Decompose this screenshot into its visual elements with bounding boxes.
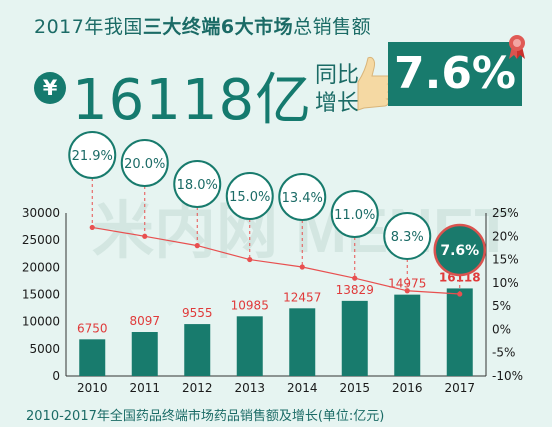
growth-bubble-highlight: [433, 223, 486, 277]
growth-bubble: [68, 131, 117, 179]
y-left-tick-label: 15000: [22, 288, 60, 302]
bar-2010: [79, 339, 106, 376]
growth-point-2011: [142, 233, 148, 239]
x-tick-label: 2015: [339, 381, 370, 395]
growth-point-2015: [352, 275, 358, 281]
growth-line: [92, 226, 460, 295]
y-left-tick-label: 5000: [29, 342, 60, 356]
growth-point-2013: [247, 256, 253, 263]
growth-bubble-label: 8.3%: [391, 230, 424, 245]
growth-bubble-label: 11.0%: [334, 208, 375, 223]
growth-bubble-label: 18.0%: [177, 178, 218, 193]
growth-box: 7.6%: [388, 42, 522, 106]
bar-value-label: 9555: [182, 306, 213, 320]
y-right-tick-label: 5%: [492, 299, 511, 313]
bar-value-label: 10985: [231, 298, 269, 312]
y-left-tick-label: 30000: [22, 206, 60, 220]
growth-bubble: [225, 172, 274, 220]
bar-2016: [394, 294, 421, 376]
bar-2012: [184, 324, 211, 376]
y-right-tick-label: -5%: [492, 346, 515, 360]
yoy-label: 同比 增长: [315, 62, 365, 118]
x-tick-label: 2017: [444, 381, 475, 395]
y-left-axis-ticks: 0 5000 10000 15000 20000 25000 30000: [22, 206, 60, 383]
growth-point-2010: [89, 224, 95, 231]
y-left-tick-label: 20000: [22, 260, 60, 274]
bar-value-label: 12457: [283, 290, 321, 304]
headline-bold: 三大终端6大市场: [142, 16, 294, 38]
bar-2015: [341, 300, 368, 376]
growth-bubbles: 21.9% 20.0% 18.0% 15.0% 13.4% 11.0% 8.3% 7.6%: [68, 131, 486, 277]
x-tick-label: 2016: [392, 381, 423, 395]
x-tick-label: 2012: [182, 381, 213, 395]
bar-value-label: 6750: [77, 321, 108, 335]
growth-bubble-label: 21.9%: [72, 149, 113, 164]
yoy-label-line1: 同比: [315, 63, 360, 88]
x-tick-label: 2014: [287, 381, 318, 395]
growth-line-series: [89, 224, 463, 297]
y-left-tick-label: 25000: [22, 233, 60, 247]
growth-point-2017: [457, 291, 463, 297]
growth-bubble: [173, 160, 222, 208]
growth-bubble: [278, 173, 327, 221]
y-right-tick-label: 0%: [492, 322, 511, 336]
growth-point-2012: [194, 243, 200, 249]
bar-2011: [131, 332, 158, 376]
growth-bubble-label: 7.6%: [440, 243, 479, 259]
y-right-tick-label: 15%: [492, 253, 519, 267]
headline-pre: 2017年我国: [34, 16, 143, 38]
bar-value-label: 13829: [336, 283, 374, 297]
bar-series: [79, 288, 473, 376]
x-axis-ticks: 2010 2011 2012 2013 2014 2015 2016 2017: [77, 381, 475, 395]
growth-bubble: [330, 190, 379, 238]
y-right-tick-label: 20%: [492, 229, 519, 243]
headline-post: 总销售额: [293, 16, 372, 38]
yuan-icon: ¥: [34, 72, 66, 104]
bar-2014: [289, 308, 316, 376]
y-right-axis-ticks: -10% -5% 0% 5% 10% 15% 20% 25%: [492, 206, 523, 383]
y-left-tick-label: 10000: [22, 315, 60, 329]
growth-bubble: [383, 212, 432, 260]
bar-value-label: 8097: [129, 314, 160, 328]
growth-bubble-label: 20.0%: [124, 157, 165, 172]
bubble-connectors: [91, 178, 461, 295]
bar-2017: [446, 288, 473, 376]
growth-point-2014: [299, 264, 305, 270]
yoy-label-line2: 增长: [315, 91, 360, 116]
x-tick-label: 2010: [77, 381, 108, 395]
y-right-tick-label: 25%: [492, 206, 519, 220]
headline: 2017年我国三大终端6大市场总销售额: [34, 12, 371, 39]
bar-2013: [236, 316, 263, 376]
award-ribbon-icon: [509, 35, 525, 59]
y-left-tick-label: 0: [52, 369, 60, 383]
x-tick-label: 2013: [234, 381, 265, 395]
chart-caption: 2010-2017年全国药品终端市场药品销售额及增长(单位:亿元): [26, 409, 385, 424]
y-right-tick-label: 10%: [492, 276, 519, 290]
growth-point-2016: [404, 288, 410, 294]
total-sales: 16118亿: [72, 68, 313, 133]
y-right-tick-label: -10%: [492, 369, 523, 383]
x-tick-label: 2011: [129, 381, 160, 395]
growth-bubble-label: 15.0%: [229, 190, 270, 205]
growth-bubble-label: 13.4%: [282, 191, 323, 206]
growth-bubble: [120, 139, 169, 187]
